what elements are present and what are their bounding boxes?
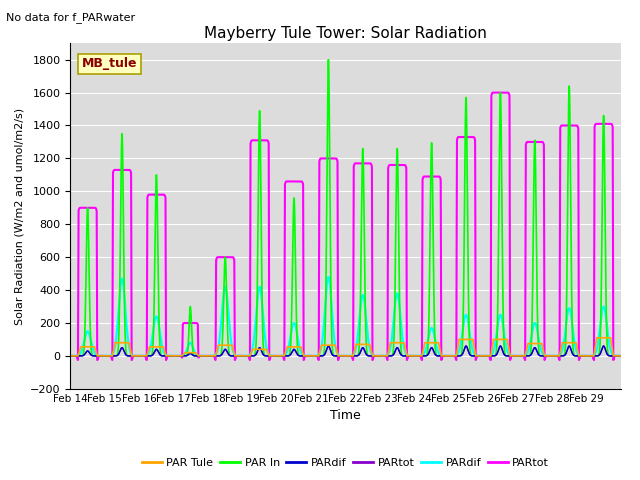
- Y-axis label: Solar Radiation (W/m2 and umol/m2/s): Solar Radiation (W/m2 and umol/m2/s): [15, 108, 24, 324]
- Text: MB_tule: MB_tule: [81, 58, 137, 71]
- X-axis label: Time: Time: [330, 409, 361, 422]
- Title: Mayberry Tule Tower: Solar Radiation: Mayberry Tule Tower: Solar Radiation: [204, 25, 487, 41]
- Text: No data for f_PARwater: No data for f_PARwater: [6, 12, 136, 23]
- Legend: PAR Tule, PAR In, PARdif, PARtot, PARdif, PARtot: PAR Tule, PAR In, PARdif, PARtot, PARdif…: [138, 453, 554, 472]
